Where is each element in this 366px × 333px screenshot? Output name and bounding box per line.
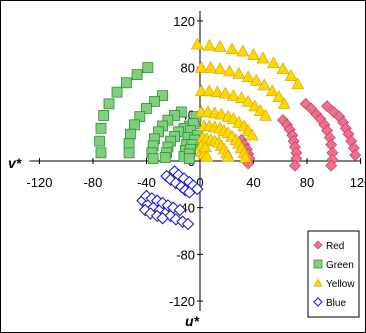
data-point-green	[123, 138, 135, 149]
data-point-yellow	[236, 44, 250, 57]
data-point-yellow	[221, 149, 235, 162]
data-point-green	[111, 86, 123, 98]
series-yellow	[190, 37, 305, 163]
data-point-yellow	[284, 69, 298, 81]
data-point-green	[183, 153, 195, 165]
data-point-green	[98, 110, 110, 121]
y-tick-label: 80	[181, 61, 195, 76]
legend-marker-yellow	[313, 278, 323, 287]
data-point-yellow	[241, 94, 255, 107]
data-point-green	[103, 98, 115, 110]
x-tick-label: 0	[196, 175, 203, 190]
x-tick-label: 120	[350, 175, 366, 190]
legend-label-red: Red	[326, 241, 344, 252]
data-point-yellow	[241, 70, 255, 83]
data-point-yellow	[204, 61, 218, 73]
data-point-green	[131, 69, 143, 81]
data-point-yellow	[277, 97, 291, 109]
data-point-yellow	[190, 37, 204, 50]
data-point-blue	[183, 186, 196, 199]
data-point-blue	[173, 203, 187, 217]
data-point-yellow	[198, 140, 212, 153]
data-point-yellow	[202, 84, 216, 97]
x-tick-label: -120	[26, 175, 52, 190]
data-point-yellow	[267, 56, 281, 69]
data-point-green	[125, 128, 136, 140]
data-markers	[94, 37, 362, 231]
data-point-yellow	[276, 62, 290, 74]
data-point-green	[123, 147, 135, 159]
data-point-yellow	[234, 91, 248, 104]
x-tick-label: -80	[84, 175, 103, 190]
data-point-yellow	[245, 128, 259, 141]
data-point-yellow	[238, 150, 253, 163]
y-tick-label: 120	[173, 14, 195, 29]
data-point-yellow	[218, 86, 232, 99]
x-axis-label: v*	[8, 155, 22, 171]
data-point-yellow	[247, 48, 261, 60]
data-point-red	[321, 100, 334, 113]
x-axis-ticks: -120 -80 -40 0 40 80 120	[26, 158, 366, 190]
legend-label-blue: Blue	[326, 298, 346, 309]
data-point-yellow	[202, 38, 216, 51]
data-point-yellow	[194, 61, 208, 73]
data-point-green	[149, 96, 160, 107]
legend-label-green: Green	[326, 260, 354, 271]
data-point-green	[95, 122, 107, 134]
data-point-yellow	[249, 73, 263, 86]
data-point-green	[141, 103, 152, 114]
data-point-yellow	[257, 78, 271, 91]
data-point-red	[325, 159, 338, 172]
data-point-yellow	[248, 99, 262, 112]
x-tick-label: 40	[246, 175, 260, 190]
data-point-blue	[156, 211, 169, 225]
data-point-yellow	[222, 64, 236, 77]
data-point-yellow	[200, 149, 214, 162]
data-point-green	[159, 152, 171, 163]
data-point-yellow	[213, 40, 227, 52]
data-point-yellow	[259, 108, 273, 121]
data-point-blue	[181, 217, 195, 231]
y-tick-label: -120	[169, 294, 195, 309]
y-axis-label: u*	[185, 313, 200, 329]
data-point-green	[129, 119, 140, 131]
data-point-green	[95, 147, 107, 159]
y-tick-label: -80	[176, 247, 195, 262]
legend: Red Green Yellow Blue	[307, 230, 360, 318]
legend-label-yellow: Yellow	[326, 279, 355, 290]
legend-marker-green	[313, 259, 323, 269]
x-tick-label: 80	[300, 175, 314, 190]
data-point-green	[142, 62, 154, 74]
data-point-yellow	[272, 90, 286, 102]
data-point-yellow	[214, 107, 228, 120]
data-point-yellow	[194, 84, 208, 97]
legend-marker-blue	[313, 297, 323, 307]
data-point-green	[147, 153, 159, 165]
data-point-yellow	[210, 85, 224, 98]
data-point-yellow	[256, 51, 270, 64]
legend-marker-red	[313, 240, 323, 250]
data-point-green	[157, 90, 168, 102]
data-point-red	[289, 159, 301, 172]
data-point-yellow	[213, 62, 227, 74]
data-point-yellow	[232, 66, 246, 79]
data-point-yellow	[226, 89, 240, 101]
data-point-yellow	[291, 77, 305, 90]
data-point-green	[121, 77, 132, 89]
data-point-yellow	[225, 42, 239, 55]
x-tick-label: -40	[137, 175, 156, 190]
data-point-green	[94, 135, 106, 147]
data-point-red	[349, 149, 362, 162]
data-point-yellow	[253, 104, 267, 116]
series-blue	[136, 165, 204, 231]
data-point-yellow	[265, 84, 279, 97]
